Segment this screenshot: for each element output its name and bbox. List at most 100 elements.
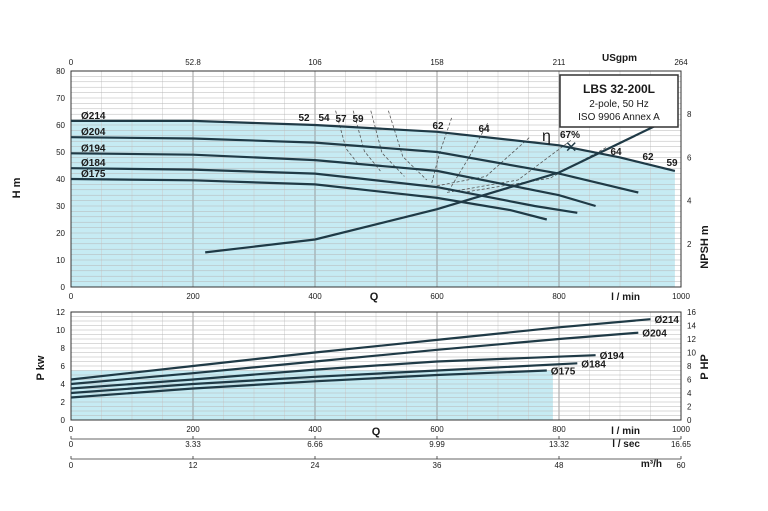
npsh-tick: 6	[687, 153, 692, 162]
head-x-tick: 200	[186, 292, 200, 301]
hp-tick: 12	[687, 335, 696, 344]
lsec-tick: 9.99	[429, 440, 445, 449]
npsh-tick: 8	[687, 110, 692, 119]
head-x-unit: l / min	[611, 292, 640, 303]
power-curve-label: Ø175	[551, 367, 576, 378]
efficiency-contour	[445, 140, 572, 193]
usgpm-tick: 158	[430, 58, 444, 67]
head-y-tick: 80	[56, 67, 65, 76]
m3h-tick: 36	[433, 461, 442, 470]
head-y-tick: 0	[61, 283, 66, 292]
npsh-tick: 4	[687, 197, 692, 206]
npsh-curve	[205, 115, 676, 254]
power-x-tick: 600	[430, 425, 444, 434]
efficiency-label: 54	[318, 113, 330, 124]
efficiency-contour	[388, 110, 428, 181]
m3h-tick: 0	[69, 461, 74, 470]
npsh-tick-labels: 2 4 6 8	[687, 110, 692, 249]
usgpm-tick: 106	[308, 58, 322, 67]
power-y-tick: 2	[61, 398, 66, 407]
head-y-tick: 10	[56, 256, 65, 265]
power-curve-label: Ø204	[642, 329, 667, 340]
power-y-tick: 6	[61, 362, 66, 371]
hp-tick: 2	[687, 403, 692, 412]
head-y-tick: 40	[56, 175, 65, 184]
efficiency-labels: 52 54 57 59 62 64 67% 64 62 59	[298, 113, 678, 169]
power-y-tick: 12	[56, 308, 65, 317]
pump-model-title: LBS 32-200L	[583, 82, 655, 96]
power-y-tick-labels: 0 2 4 6 8 10 12	[56, 308, 65, 425]
lsec-tick: 6.66	[307, 440, 323, 449]
efficiency-contour	[370, 110, 405, 177]
head-x-tick: 600	[430, 292, 444, 301]
pump-info-box: LBS 32-200L 2-pole, 50 Hz ISO 9906 Annex…	[559, 74, 679, 128]
head-curve-d175	[70, 177, 548, 221]
head-operating-area	[71, 120, 675, 287]
usgpm-tick-labels: 0 52.8 106 158 211 264	[69, 58, 688, 67]
lsec-tick: 16.65	[671, 440, 692, 449]
head-curve-d204	[70, 136, 639, 194]
efficiency-label: 52	[298, 113, 310, 124]
m3h-tick: 12	[189, 461, 198, 470]
m3h-tick: 60	[677, 461, 686, 470]
head-curves	[70, 119, 676, 221]
power-curve-label: Ø194	[600, 351, 625, 362]
head-curve-label: Ø184	[81, 158, 106, 169]
hp-tick: 6	[687, 376, 692, 385]
m3h-unit: m³/h	[641, 459, 662, 470]
pump-speed-text: 2-pole, 50 Hz	[589, 99, 648, 110]
power-y-tick: 0	[61, 416, 66, 425]
pump-standard-text: ISO 9906 Annex A	[578, 112, 660, 123]
power-y-tick: 8	[61, 344, 66, 353]
head-x-tick: 1000	[672, 292, 690, 301]
power-y-tick: 10	[56, 326, 65, 335]
head-y-tick-labels: 0 10 20 30 40 50 60 70 80	[56, 67, 65, 292]
efficiency-contour	[335, 110, 359, 165]
power-plot-frame	[70, 311, 682, 421]
power-x-tick: 1000	[672, 425, 690, 434]
bep-cross	[566, 142, 576, 152]
usgpm-tick: 0	[69, 58, 74, 67]
head-x-tick: 0	[69, 292, 74, 301]
power-x-tick: 0	[69, 425, 74, 434]
eta-symbol: η	[542, 128, 551, 145]
m3h-tick: 24	[311, 461, 320, 470]
hp-tick-labels: 0 2 4 6 8 10 12 14 16	[687, 308, 696, 425]
power-y-axis-label: P kw	[35, 355, 47, 380]
head-curve-label: Ø194	[81, 143, 106, 154]
hp-tick: 8	[687, 362, 692, 371]
head-y-tick: 30	[56, 202, 65, 211]
head-curve-label: Ø175	[81, 169, 106, 180]
efficiency-label: 67%	[560, 130, 580, 141]
efficiency-label: 64	[478, 124, 490, 135]
usgpm-tick: 52.8	[185, 58, 201, 67]
power-x-tick-labels: 0 200 400 600 800 1000	[69, 425, 691, 434]
head-x-tick-labels: 0 200 400 600 800 1000	[69, 292, 691, 301]
power-x-tick: 200	[186, 425, 200, 434]
usgpm-tick: 264	[674, 58, 688, 67]
efficiency-label: 57	[335, 114, 347, 125]
head-y-axis-label: H m	[11, 177, 23, 198]
head-curve-d214	[71, 119, 676, 172]
efficiency-label: 62	[432, 121, 444, 132]
head-curve-d194	[70, 152, 596, 208]
lsec-tick: 3.33	[185, 440, 201, 449]
efficiency-label: 62	[642, 152, 654, 163]
power-curve-label: Ø184	[581, 359, 606, 370]
lsec-tick: 13.32	[549, 440, 570, 449]
lsec-tick-labels: 0 3.33 6.66 9.99 13.32 16.65	[69, 436, 692, 460]
efficiency-contour	[352, 110, 381, 172]
power-curve-d184	[70, 362, 578, 395]
npsh-tick: 2	[687, 240, 692, 249]
power-y-tick: 4	[61, 380, 66, 389]
lsec-tick: 0	[69, 440, 74, 449]
power-curve-d214	[70, 318, 651, 381]
power-curve-d175	[70, 369, 547, 399]
efficiency-label: 59	[666, 158, 678, 169]
head-curve-label: Ø204	[81, 127, 106, 138]
hp-tick: 0	[687, 416, 692, 425]
efficiency-label: 64	[610, 147, 622, 158]
